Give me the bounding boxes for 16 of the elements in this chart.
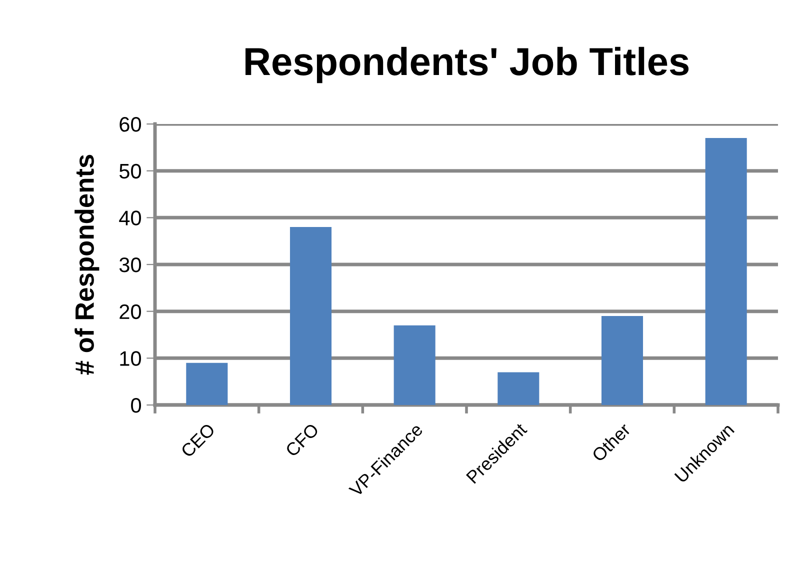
y-tick-label: 40 (119, 210, 141, 226)
y-tick-label: 50 (119, 164, 141, 179)
bar (186, 362, 228, 405)
y-tick-label: 60 (120, 117, 141, 132)
x-tick-label: CFO (284, 422, 320, 458)
y-tick-label: 20 (120, 304, 141, 320)
bar (705, 138, 747, 405)
y-tick-label: 30 (119, 258, 141, 272)
y-tick-label: 10 (120, 351, 141, 366)
y-axis-title: # of Respondents (74, 154, 100, 375)
y-tick-label: 0 (131, 398, 141, 413)
bar (601, 316, 644, 405)
bar (498, 372, 540, 405)
chart-title: Respondents' Job Titles (246, 46, 689, 84)
bar (290, 227, 332, 405)
bar (394, 325, 436, 405)
